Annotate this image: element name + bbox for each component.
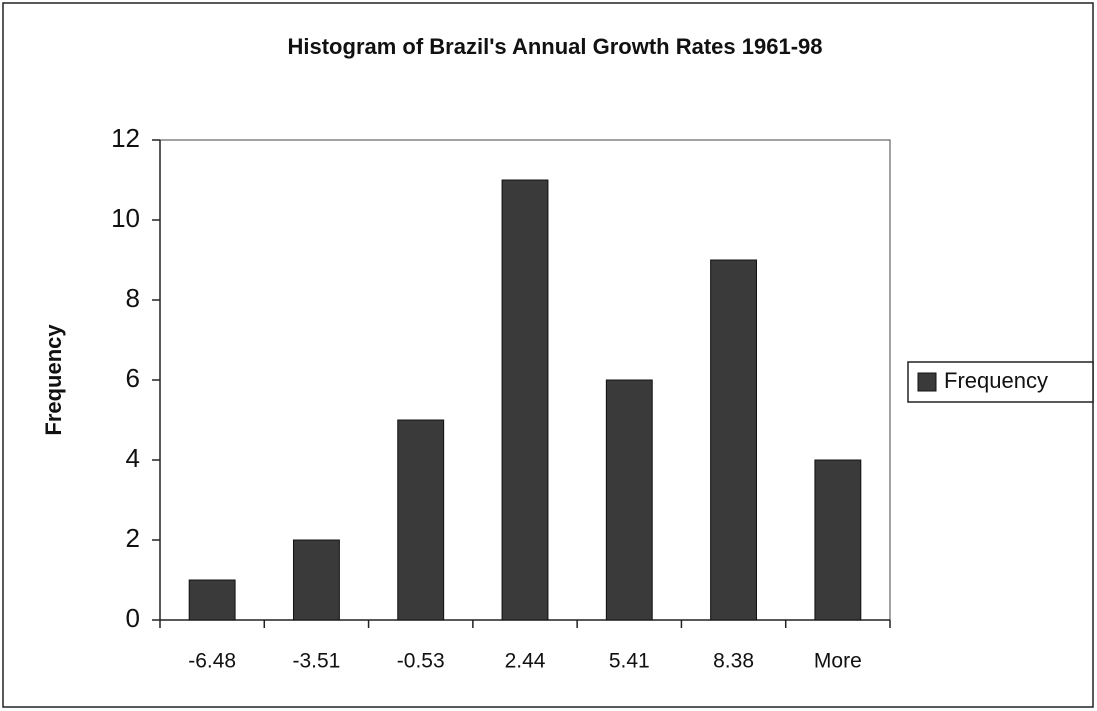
y-tick-label: 0 <box>126 603 140 633</box>
x-tick-label: 5.41 <box>609 650 650 673</box>
y-tick-label: 10 <box>111 203 140 233</box>
bar <box>501 179 549 621</box>
bar <box>397 419 445 621</box>
x-tick-label: 2.44 <box>505 650 546 673</box>
x-tick-label: -0.53 <box>397 650 445 673</box>
bar <box>605 379 653 621</box>
y-axis-label: Frequency <box>41 324 66 436</box>
bar <box>188 579 236 621</box>
x-tick-label: -6.48 <box>188 650 236 673</box>
x-tick-label: 8.38 <box>713 650 754 673</box>
y-tick-label: 4 <box>126 443 140 473</box>
bar <box>710 259 758 621</box>
legend-swatch <box>917 372 937 392</box>
chart-title: Histogram of Brazil's Annual Growth Rate… <box>288 34 823 59</box>
y-tick-label: 6 <box>126 363 140 393</box>
x-tick-label: -3.51 <box>292 650 340 673</box>
legend-box <box>907 361 1094 403</box>
y-tick-label: 12 <box>111 123 140 153</box>
legend-label: Frequency <box>944 368 1048 393</box>
y-tick-label: 2 <box>126 523 140 553</box>
x-tick-label: More <box>814 650 862 673</box>
bar <box>292 539 340 621</box>
bar <box>814 459 862 621</box>
y-tick-label: 8 <box>126 283 140 313</box>
